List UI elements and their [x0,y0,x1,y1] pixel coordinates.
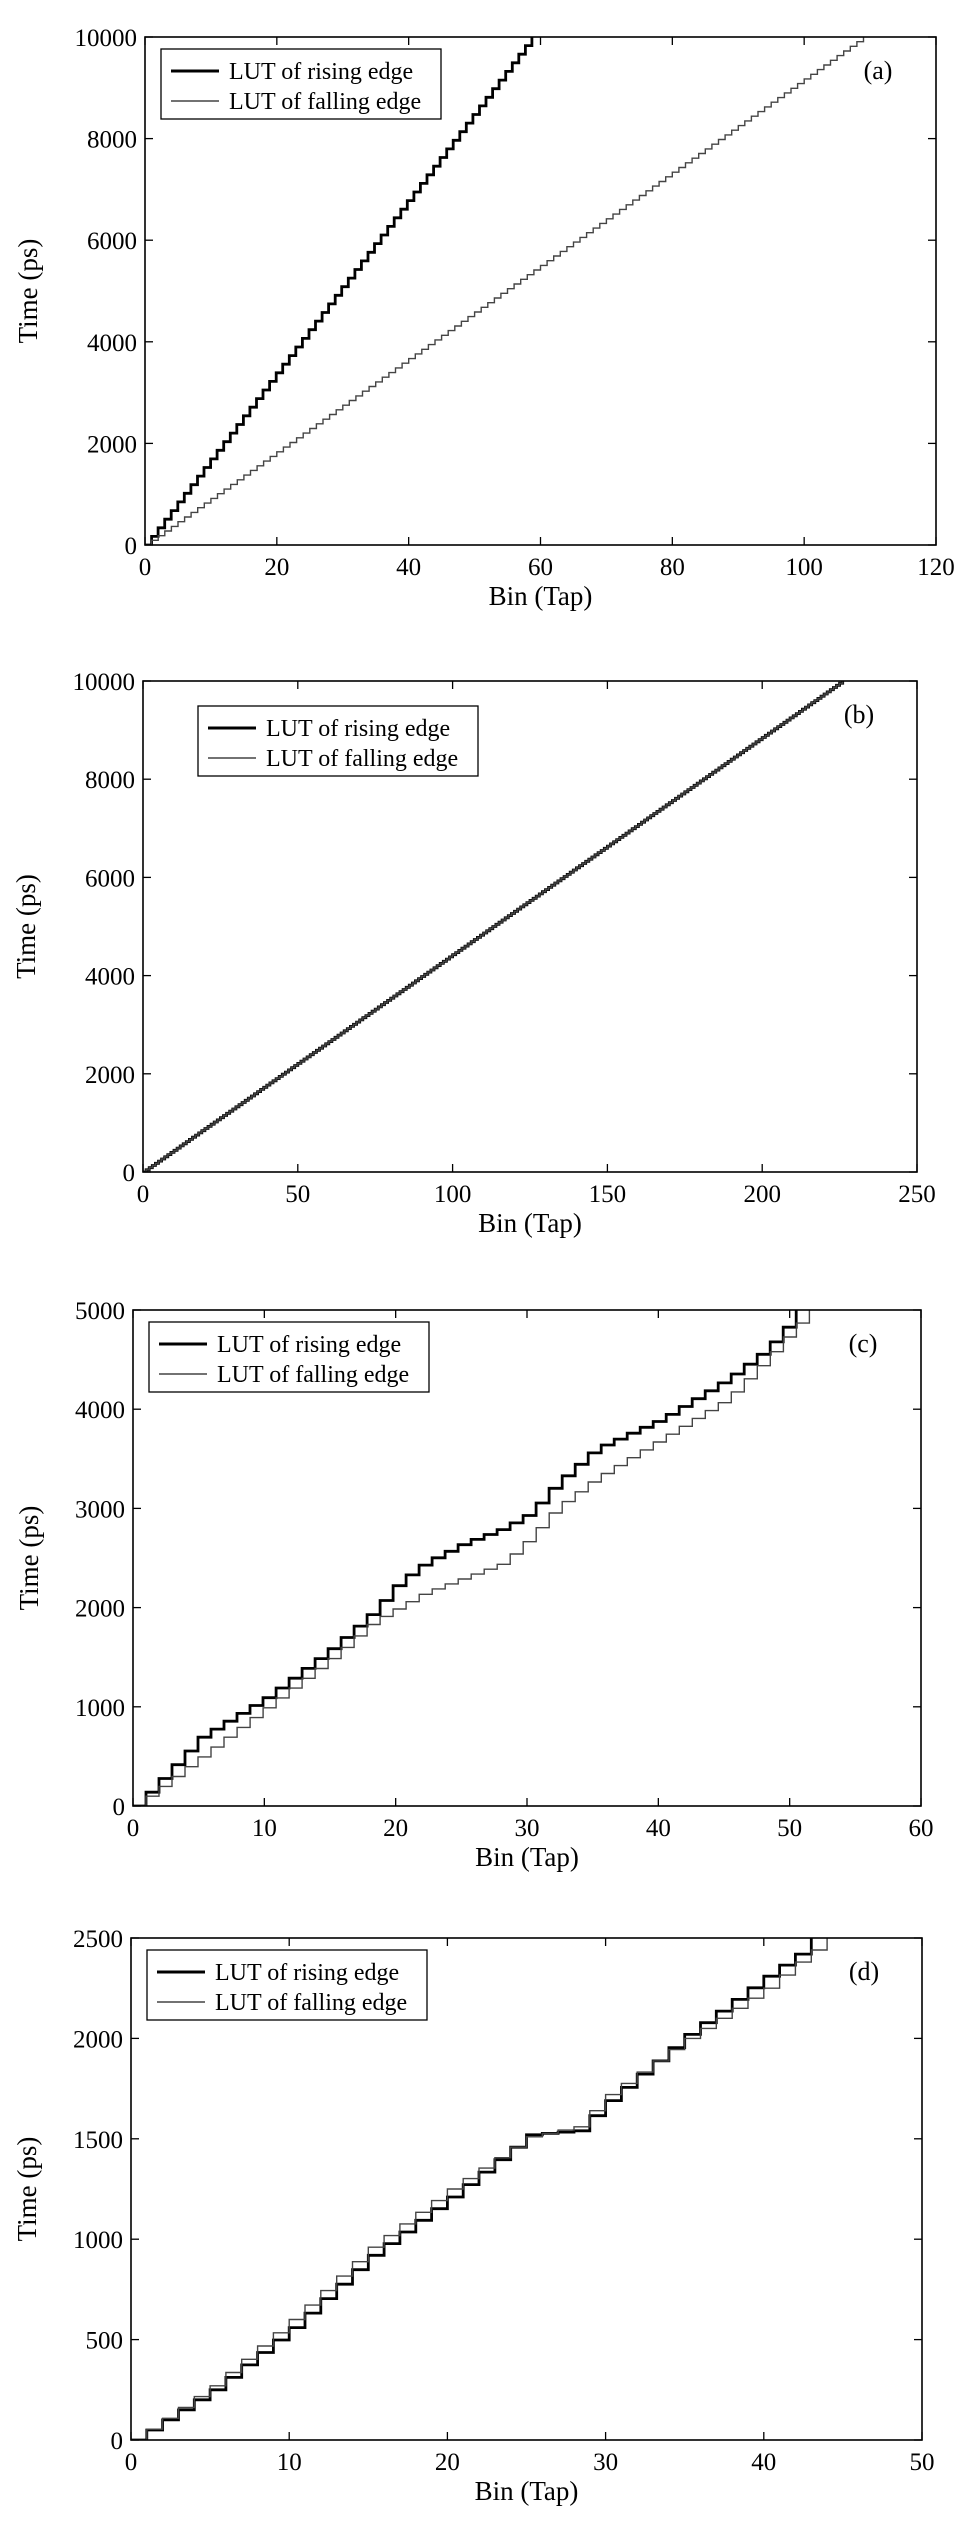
x-tick-label: 0 [139,554,152,581]
x-axis-label: Bin (Tap) [489,581,593,611]
x-tick-label: 150 [589,1181,627,1208]
y-tick-label: 4000 [87,330,137,357]
y-tick-label: 2000 [87,431,137,458]
panel-label: (a) [864,56,893,85]
y-tick-label: 0 [123,1160,136,1187]
x-tick-label: 40 [751,2449,776,2476]
y-tick-label: 10000 [75,25,138,52]
legend: LUT of rising edge LUT of falling edge [160,48,442,120]
x-tick-label: 60 [909,1815,934,1842]
y-tick-label: 8000 [85,767,135,794]
x-tick-label: 10 [277,2449,302,2476]
falling-edge-series [131,1938,828,2440]
x-tick-label: 60 [528,554,553,581]
y-tick-label: 2000 [75,1596,125,1623]
y-tick-label: 1000 [75,1695,125,1722]
y-tick-label: 3000 [75,1496,125,1523]
panel-label: (c) [849,1329,878,1358]
legend-box [160,48,442,120]
legend-entry: LUT of falling edge [215,1990,407,2016]
panel-2: 0 50 100 150 200 250 0 2000 4000 6000 8000 10000 Bin… [11,669,936,1238]
y-tick-label: 6000 [87,228,137,255]
legend-box [148,1321,430,1393]
y-tick-label: 4000 [75,1397,125,1424]
y-tick-label: 0 [125,533,138,560]
x-axis-label: Bin (Tap) [475,2476,579,2506]
legend-entry: LUT of falling edge [266,746,458,772]
legend-entry: LUT of rising edge [217,1332,401,1358]
x-tick-label: 0 [125,2449,138,2476]
x-tick-label: 100 [434,1181,472,1208]
x-tick-label: 10 [252,1815,277,1842]
y-tick-label: 10000 [73,669,136,696]
plot-frame [130,1937,923,2441]
panel-1: 0 20 40 60 80 100 120 0 2000 4000 6000 8000 10000 Bin… [13,25,955,611]
y-axis-label: Time (ps) [12,2137,42,2242]
x-tick-label: 20 [435,2449,460,2476]
x-tick-label: 20 [264,554,289,581]
y-tick-label: 5000 [75,1298,125,1325]
rising-edge-series [145,37,534,545]
legend: LUT of rising edge LUT of falling edge [146,1949,428,2021]
y-axis-label: Time (ps) [14,1506,44,1611]
x-tick-label: 0 [127,1815,140,1842]
legend-box [146,1949,428,2021]
y-tick-label: 4000 [85,964,135,991]
x-tick-label: 120 [917,554,955,581]
legend-entry: LUT of rising edge [229,59,413,85]
panel-label: (d) [849,1957,879,1986]
x-axis-label: Bin (Tap) [475,1842,579,1872]
y-tick-label: 2000 [85,1062,135,1089]
y-tick-label: 8000 [87,127,137,154]
plot-frame [132,1309,922,1807]
y-tick-label: 1500 [73,2127,123,2154]
x-tick-label: 30 [593,2449,618,2476]
legend-entry: LUT of falling edge [217,1362,409,1388]
x-axis-label: Bin (Tap) [478,1208,582,1238]
x-tick-label: 30 [515,1815,540,1842]
x-tick-label: 0 [137,1181,150,1208]
y-tick-label: 0 [111,2428,124,2455]
panel-label: (b) [844,700,874,729]
x-tick-label: 100 [785,554,823,581]
x-tick-label: 80 [660,554,685,581]
legend-entry: LUT of rising edge [215,1960,399,1986]
legend: LUT of rising edge LUT of falling edge [148,1321,430,1393]
rising-edge-series [133,1310,798,1806]
x-tick-label: 250 [898,1181,936,1208]
y-tick-label: 500 [86,2328,124,2355]
legend-entry: LUT of falling edge [229,89,421,115]
legend: LUT of rising edge LUT of falling edge [197,705,479,777]
rising-edge-series [131,1938,813,2440]
falling-edge-series [145,37,865,545]
y-tick-label: 2500 [73,1926,123,1953]
falling-edge-series [133,1310,811,1806]
x-tick-label: 20 [383,1815,408,1842]
x-tick-label: 200 [743,1181,781,1208]
x-tick-label: 40 [646,1815,671,1842]
y-tick-label: 0 [113,1794,126,1821]
plot-frame [144,36,937,546]
y-axis-label: Time (ps) [11,874,41,979]
x-tick-label: 50 [910,2449,935,2476]
legend-entry: LUT of rising edge [266,716,450,742]
panel-3: 0 10 20 30 40 50 60 0 1000 2000 3000 4000 5000 Bin (T… [14,1298,934,1872]
legend-box [197,705,479,777]
y-tick-label: 2000 [73,2026,123,2053]
x-tick-label: 50 [777,1815,802,1842]
y-tick-label: 6000 [85,865,135,892]
falling-edge-series [143,681,844,1172]
y-axis-label: Time (ps) [13,239,43,344]
x-tick-label: 50 [285,1181,310,1208]
plot-frame [142,680,918,1173]
x-tick-label: 40 [396,554,421,581]
y-tick-label: 1000 [73,2227,123,2254]
